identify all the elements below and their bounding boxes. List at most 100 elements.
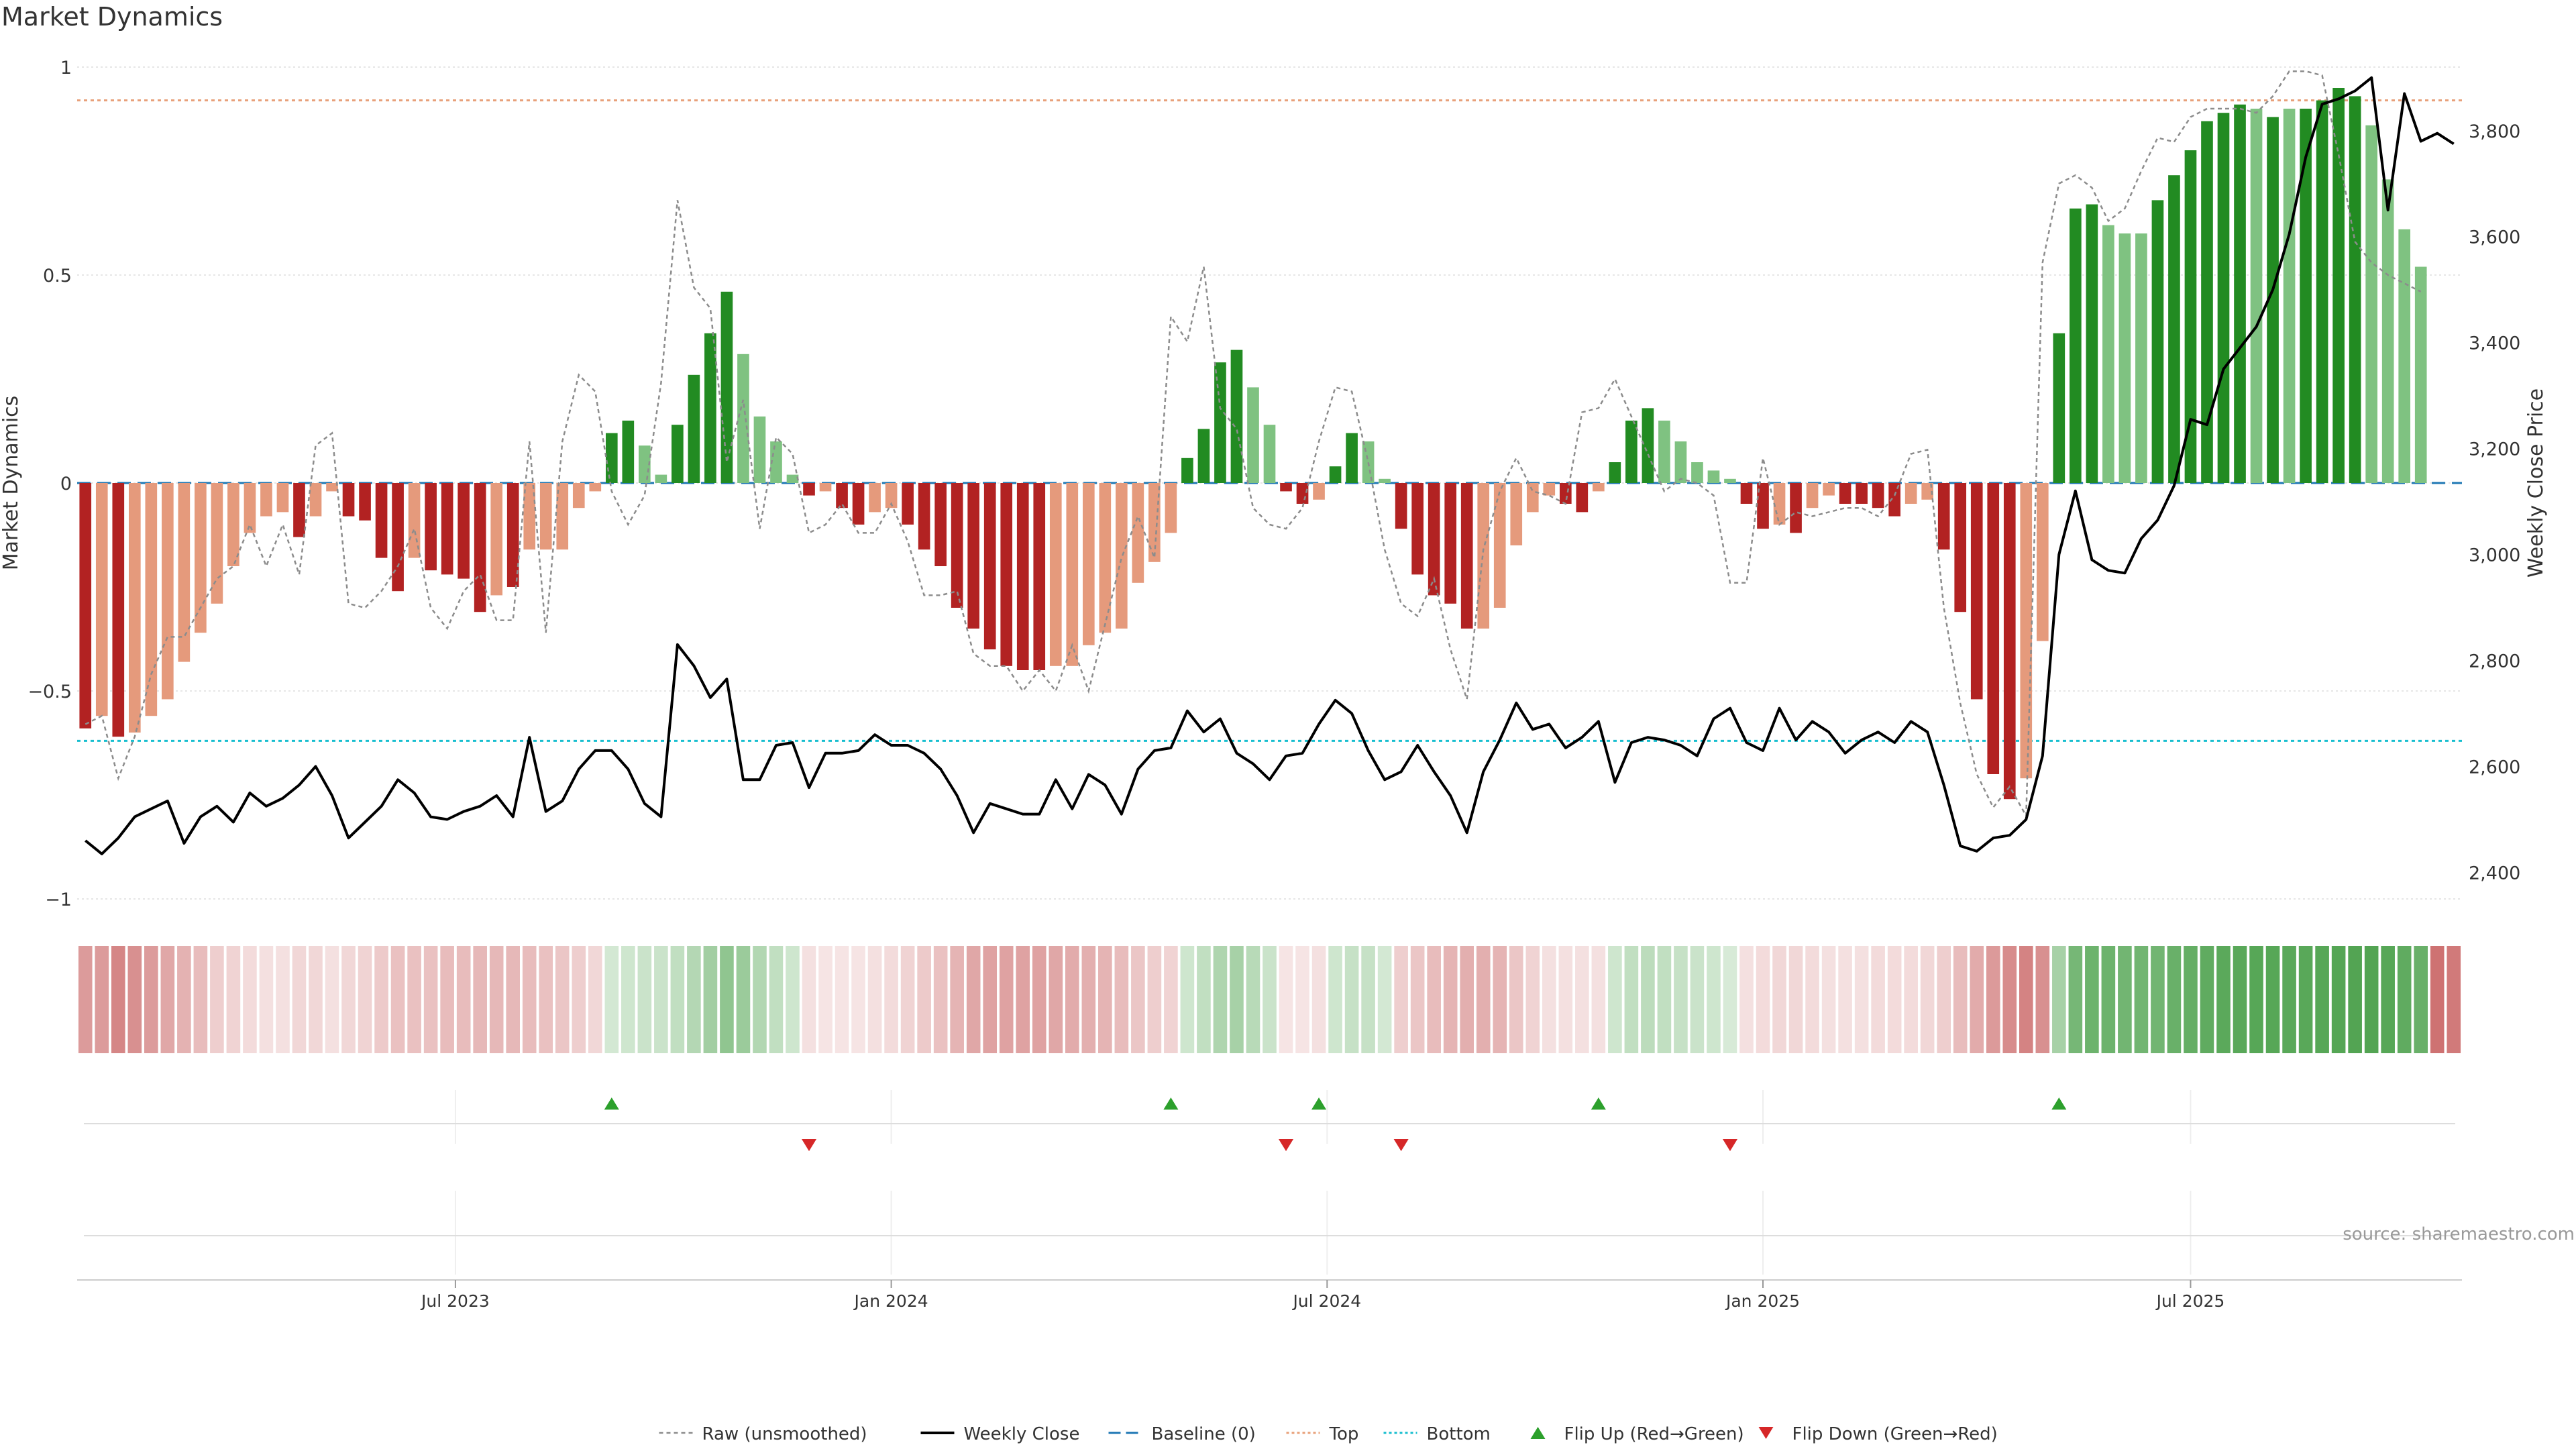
legend-label: Weekly Close bbox=[964, 1424, 1080, 1444]
x-tick-label: Jul 2025 bbox=[2155, 1291, 2225, 1311]
bar bbox=[1066, 483, 1079, 666]
flip-up-marker bbox=[1591, 1097, 1606, 1110]
heat-cell bbox=[2315, 946, 2329, 1053]
bar bbox=[1921, 483, 1934, 500]
bar bbox=[1230, 350, 1243, 483]
bar bbox=[2234, 104, 2246, 484]
bar bbox=[1379, 478, 1391, 483]
heat-cell bbox=[2348, 946, 2362, 1053]
heat-cell bbox=[259, 946, 274, 1053]
bar bbox=[1937, 483, 1950, 550]
chart-title: Market Dynamics bbox=[1, 2, 223, 32]
bar bbox=[1313, 483, 1325, 500]
bar bbox=[1658, 421, 1670, 483]
heat-cell bbox=[95, 946, 109, 1053]
bar bbox=[79, 483, 92, 729]
bar bbox=[1691, 462, 1703, 483]
heat-cell bbox=[1821, 946, 1836, 1053]
heat-cell bbox=[1690, 946, 1705, 1053]
bar bbox=[2250, 109, 2263, 483]
heat-cell bbox=[341, 946, 356, 1053]
heat-cell bbox=[243, 946, 257, 1053]
bar bbox=[1214, 362, 1226, 483]
bar bbox=[869, 483, 881, 513]
heat-cell bbox=[1114, 946, 1129, 1053]
heat-cell bbox=[177, 946, 191, 1053]
heat-cell bbox=[1443, 946, 1458, 1053]
heat-cell bbox=[1147, 946, 1162, 1053]
bar bbox=[441, 483, 453, 575]
heat-cell bbox=[2414, 946, 2428, 1053]
left-axis: 1 0.5 0 −0.5 −1 bbox=[28, 58, 72, 910]
heat-cell bbox=[2101, 946, 2116, 1053]
bar bbox=[1740, 483, 1753, 504]
bar bbox=[852, 483, 865, 525]
heat-cell bbox=[2233, 946, 2247, 1053]
heat-cell bbox=[1476, 946, 1491, 1053]
heat-cell bbox=[818, 946, 833, 1053]
bar bbox=[195, 483, 207, 633]
y2-tick-label: 2,400 bbox=[2469, 863, 2520, 884]
bar bbox=[983, 483, 996, 649]
bar bbox=[1099, 483, 1112, 633]
bar bbox=[458, 483, 470, 579]
legend-swatch-flip-down bbox=[1758, 1427, 1774, 1439]
bar bbox=[622, 421, 635, 483]
heat-cell bbox=[2085, 946, 2099, 1053]
heat-cell bbox=[1493, 946, 1507, 1053]
heat-cell bbox=[1887, 946, 1902, 1053]
flip-up-marker bbox=[1311, 1097, 1327, 1110]
flip-down-marker bbox=[802, 1139, 817, 1151]
heat-cell bbox=[736, 946, 751, 1053]
heat-cell bbox=[1164, 946, 1178, 1053]
heat-cell bbox=[144, 946, 158, 1053]
heat-cell bbox=[489, 946, 504, 1053]
bar bbox=[506, 483, 519, 587]
bar bbox=[1757, 483, 1769, 529]
heat-cell bbox=[276, 946, 290, 1053]
heat-cell bbox=[1131, 946, 1145, 1053]
heat-cell bbox=[456, 946, 471, 1053]
heat-cell bbox=[1197, 946, 1211, 1053]
heat-cell bbox=[1246, 946, 1260, 1053]
heat-cell bbox=[1608, 946, 1622, 1053]
heat-cell bbox=[1460, 946, 1474, 1053]
heat-cell bbox=[1081, 946, 1096, 1053]
bar bbox=[2381, 179, 2394, 483]
bar bbox=[1526, 483, 1539, 513]
heat-cell bbox=[78, 946, 93, 1053]
heat-cell bbox=[2447, 946, 2461, 1053]
bar bbox=[589, 483, 602, 492]
heat-cell bbox=[851, 946, 865, 1053]
x-tick-label: Jul 2023 bbox=[420, 1291, 490, 1311]
heat-cell bbox=[160, 946, 175, 1053]
heat-cell bbox=[999, 946, 1014, 1053]
y2-tick-label: 2,800 bbox=[2469, 651, 2520, 672]
bar bbox=[1987, 483, 2000, 774]
heat-cell bbox=[933, 946, 948, 1053]
bar bbox=[1904, 483, 1917, 504]
bar bbox=[490, 483, 503, 596]
bar bbox=[1872, 483, 1884, 508]
y-axis-label: Market Dynamics bbox=[0, 396, 23, 571]
legend-label: Raw (unsmoothed) bbox=[702, 1424, 867, 1444]
bar bbox=[1823, 483, 1835, 496]
heat-cell bbox=[292, 946, 307, 1053]
legend: Raw (unsmoothed) Weekly Close Baseline (0)… bbox=[659, 1424, 1998, 1444]
bar bbox=[1444, 483, 1457, 604]
bar bbox=[1839, 483, 1851, 504]
bar bbox=[2398, 229, 2411, 483]
bar bbox=[1263, 425, 1276, 483]
bar bbox=[967, 483, 980, 629]
bar bbox=[1247, 387, 1259, 483]
heat-cell bbox=[867, 946, 882, 1053]
heat-cell bbox=[900, 946, 915, 1053]
bar bbox=[2036, 483, 2049, 641]
bar bbox=[1773, 483, 1786, 525]
heat-cell bbox=[226, 946, 241, 1053]
heat-cell bbox=[1180, 946, 1195, 1053]
bar bbox=[2168, 175, 2180, 483]
bar bbox=[1642, 408, 1654, 483]
heat-cell bbox=[2002, 946, 2017, 1053]
heat-cell bbox=[2118, 946, 2132, 1053]
